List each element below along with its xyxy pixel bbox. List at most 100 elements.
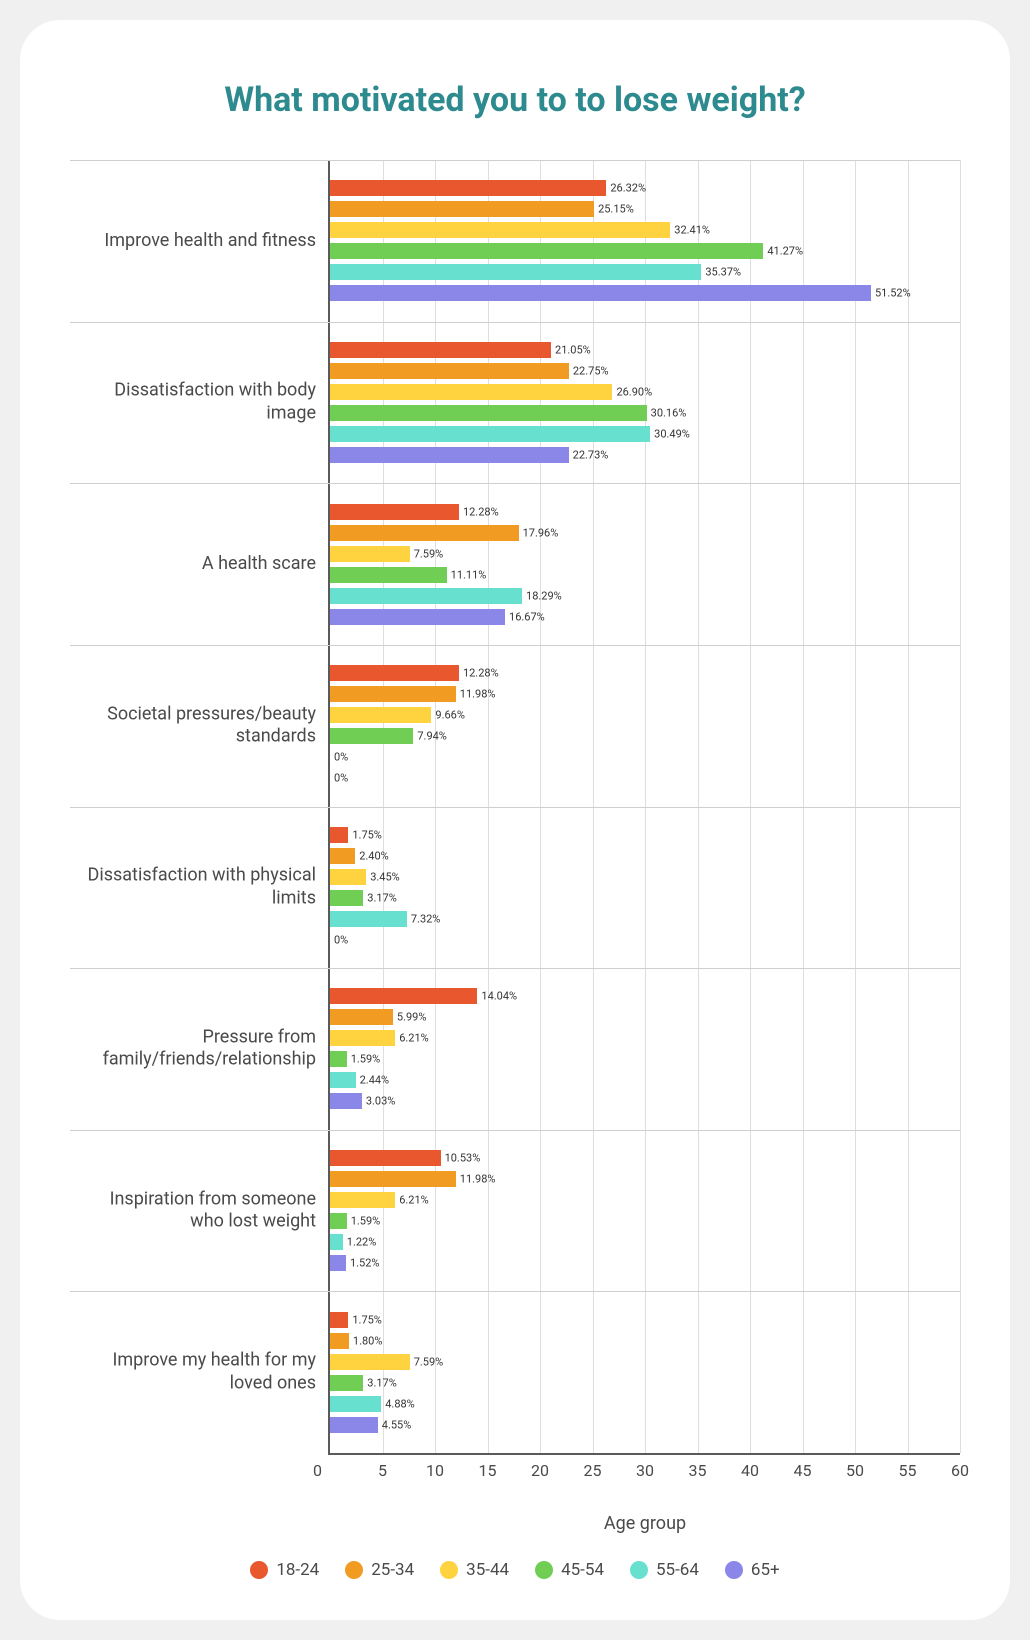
x-tick: 30 [636, 1461, 654, 1480]
legend-dot [535, 1561, 553, 1579]
bar-value-label: 11.98% [460, 688, 496, 701]
legend-item: 65+ [725, 1560, 780, 1580]
bar: 16.67% [330, 609, 505, 625]
bar-value-label: 30.16% [651, 406, 687, 419]
category-label: Dissatisfaction with body image [76, 380, 316, 425]
bar-value-label: 41.27% [767, 245, 803, 258]
bar: 12.28% [330, 665, 459, 681]
bar-value-label: 4.55% [382, 1418, 412, 1431]
x-tick: 40 [741, 1461, 759, 1480]
bar: 17.96% [330, 525, 519, 541]
bar: 3.03% [330, 1093, 362, 1109]
bar: 51.52% [330, 285, 871, 301]
bar-value-label: 14.04% [481, 990, 517, 1003]
x-axis-title: Age group [330, 1513, 960, 1534]
bar-value-label: 7.94% [417, 730, 447, 743]
bar-value-label: 0% [334, 772, 348, 785]
bar-value-label: 1.75% [352, 828, 382, 841]
x-tick: 60 [951, 1461, 969, 1480]
bar: 4.55% [330, 1417, 378, 1433]
bar: 7.59% [330, 546, 410, 562]
bar: 25.15% [330, 201, 594, 217]
legend-dot [725, 1561, 743, 1579]
bar-value-label: 1.52% [350, 1257, 380, 1270]
bar: 30.16% [330, 405, 647, 421]
bar-value-label: 1.59% [351, 1053, 381, 1066]
bar: 7.59% [330, 1354, 410, 1370]
bar: 1.75% [330, 1312, 348, 1328]
x-tick: 20 [531, 1461, 549, 1480]
bar-value-label: 1.75% [352, 1313, 382, 1326]
bar-value-label: 35.37% [705, 266, 741, 279]
bar: 9.66% [330, 707, 431, 723]
category-label: Improve my health for my loved ones [76, 1350, 316, 1395]
x-tick: 10 [426, 1461, 444, 1480]
bar-value-label: 7.59% [414, 1355, 444, 1368]
legend-label: 35-44 [466, 1560, 509, 1580]
bar-value-label: 11.11% [451, 568, 487, 581]
bar: 1.75% [330, 827, 348, 843]
bar-group: 12.28% 17.96% 7.59% 11.11% 18.29% 16.67% [330, 483, 960, 645]
bar-value-label: 16.67% [509, 610, 545, 623]
x-tick: 25 [584, 1461, 602, 1480]
bar-value-label: 4.88% [385, 1397, 415, 1410]
bar-value-label: 7.32% [411, 912, 441, 925]
bar-group: 10.53%11.98%6.21%1.59%1.22%1.52% [330, 1130, 960, 1292]
legend-item: 18-24 [250, 1560, 319, 1580]
bar: 12.28% [330, 504, 459, 520]
category-label: Pressure from family/friends/relationshi… [76, 1026, 316, 1071]
x-tick: 45 [794, 1461, 812, 1480]
bar-value-label: 22.73% [573, 448, 609, 461]
bar-value-label: 30.49% [654, 427, 690, 440]
bar-value-label: 6.21% [399, 1032, 429, 1045]
bar: 11.11% [330, 567, 447, 583]
bar-value-label: 5.99% [397, 1011, 427, 1024]
x-axis: 0 51015202530354045505560 [70, 1455, 960, 1495]
legend-label: 25-34 [371, 1560, 414, 1580]
bar-value-label: 18.29% [526, 589, 562, 602]
legend-label: 55-64 [656, 1560, 699, 1580]
bar-group: 26.32% 25.15% 32.41% 41.27% 35.37% 51.52% [330, 160, 960, 322]
bar: 30.49% [330, 426, 650, 442]
bar: 7.94% [330, 728, 413, 744]
bar: 5.99% [330, 1009, 393, 1025]
bar: 6.21% [330, 1030, 395, 1046]
bar-value-label: 2.44% [360, 1074, 390, 1087]
legend-label: 18-24 [276, 1560, 319, 1580]
bar-value-label: 51.52% [875, 287, 911, 300]
legend-dot [630, 1561, 648, 1579]
x-tick: 5 [378, 1461, 387, 1480]
bar: 18.29% [330, 588, 522, 604]
bar-value-label: 2.40% [359, 849, 389, 862]
bar-value-label: 3.03% [366, 1095, 396, 1108]
bar-value-label: 9.66% [435, 709, 465, 722]
x-tick: 35 [689, 1461, 707, 1480]
bar: 4.88% [330, 1396, 381, 1412]
legend-dot [345, 1561, 363, 1579]
bar: 2.40% [330, 848, 355, 864]
legend-item: 55-64 [630, 1560, 699, 1580]
x-tick-zero: 0 [313, 1461, 322, 1480]
x-tick: 50 [846, 1461, 864, 1480]
bar: 3.17% [330, 890, 363, 906]
bar: 32.41% [330, 222, 670, 238]
bar: 3.17% [330, 1375, 363, 1391]
bar: 1.52% [330, 1255, 346, 1271]
category-label: A health scare [202, 553, 316, 576]
bar-group: 12.28%11.98% 9.66% 7.94% 0% 0% [330, 645, 960, 807]
bar-group: 21.05%22.75%26.90%30.16%30.49%22.73% [330, 322, 960, 484]
bar-value-label: 0% [334, 751, 348, 764]
legend-item: 35-44 [440, 1560, 509, 1580]
bar: 41.27% [330, 243, 763, 259]
bars-area: 26.32%25.15%32.41%41.27%35.37%51.52%21.0… [330, 160, 960, 1455]
bar-group: 1.75%1.80%7.59%3.17%4.88%4.55% [330, 1291, 960, 1453]
plot-area: Improve health and fitnessDissatisfactio… [70, 160, 960, 1455]
bar: 26.32% [330, 180, 606, 196]
bar: 6.21% [330, 1192, 395, 1208]
bar-group: 1.75%2.40%3.45%3.17%7.32%0% [330, 807, 960, 969]
category-label: Societal pressures/beauty standards [76, 703, 316, 748]
bar-value-label: 1.22% [347, 1236, 377, 1249]
bar: 3.45% [330, 869, 366, 885]
bar-value-label: 1.80% [353, 1334, 383, 1347]
bar: 14.04% [330, 988, 477, 1004]
